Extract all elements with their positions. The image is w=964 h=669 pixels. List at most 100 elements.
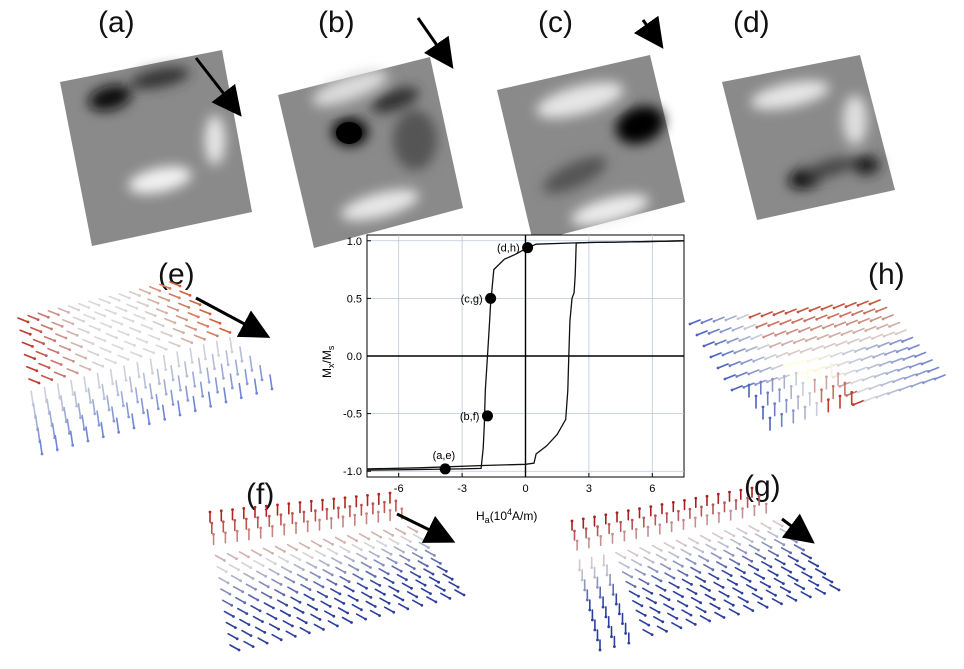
state-marker-3 bbox=[522, 242, 534, 254]
spin-arrow-head bbox=[605, 573, 609, 577]
spin-arrow-head bbox=[307, 631, 311, 635]
spin-arrow bbox=[745, 346, 758, 352]
spin-arrow-head bbox=[782, 374, 786, 378]
mfm-image-b bbox=[278, 57, 463, 248]
spin-arrow-head bbox=[97, 303, 101, 307]
spin-arrow bbox=[834, 321, 847, 328]
spin-arrow bbox=[733, 348, 746, 354]
spin-arrow-head bbox=[265, 641, 269, 645]
spin-arrow bbox=[241, 561, 252, 569]
spin-arrow-head bbox=[42, 342, 45, 345]
spin-arrow-head bbox=[352, 559, 355, 563]
spin-arrow-head bbox=[633, 585, 637, 588]
spin-arrow-head bbox=[726, 341, 730, 344]
spin-arrow bbox=[649, 606, 660, 614]
spin-arrow-head bbox=[675, 617, 679, 620]
spin-arrow-head bbox=[396, 542, 400, 545]
spin-arrow-head bbox=[870, 337, 874, 340]
spin-arrow-head bbox=[726, 594, 730, 598]
spin-arrow bbox=[81, 414, 85, 431]
spin-arrow bbox=[872, 352, 885, 359]
spin-arrow-head bbox=[165, 311, 168, 315]
spin-arrow-head bbox=[371, 502, 375, 506]
spin-arrow-head bbox=[71, 393, 75, 396]
spin-arrow-head bbox=[836, 364, 840, 367]
spin-arrow-head bbox=[781, 343, 784, 347]
spin-arrow bbox=[850, 378, 863, 385]
spin-arrow-head bbox=[809, 556, 812, 560]
spin-arrow bbox=[806, 356, 819, 363]
spin-arrow-head bbox=[823, 346, 827, 349]
spin-arrow-head bbox=[289, 570, 293, 574]
spin-arrow bbox=[83, 313, 95, 320]
spin-arrow bbox=[776, 351, 789, 358]
spin-arrow bbox=[199, 381, 204, 398]
spin-arrow bbox=[672, 590, 684, 598]
spin-arrow bbox=[787, 555, 799, 562]
spin-arrow bbox=[136, 300, 149, 307]
spin-arrow bbox=[815, 314, 828, 321]
spin-arrow bbox=[142, 372, 147, 389]
spin-arrow-head bbox=[731, 328, 735, 332]
spin-arrow-head bbox=[410, 586, 413, 590]
spin-arrow bbox=[780, 546, 792, 554]
spin-arrow-head bbox=[754, 383, 757, 386]
spin-arrow-head bbox=[376, 510, 380, 514]
spin-arrow-head bbox=[212, 533, 216, 536]
spin-arrow-head bbox=[902, 358, 906, 361]
spin-arrow-head bbox=[610, 635, 613, 639]
spin-arrow bbox=[250, 549, 262, 556]
spin-arrow-head bbox=[739, 488, 743, 492]
spin-arrow-head bbox=[713, 598, 716, 601]
spin-arrow bbox=[300, 583, 311, 591]
spin-arrow-head bbox=[787, 353, 791, 356]
spin-arrow-head bbox=[867, 367, 870, 370]
spin-arrow bbox=[230, 574, 242, 582]
y-tick-label-1: -0.5 bbox=[343, 409, 362, 421]
spin-arrow-head bbox=[59, 363, 63, 366]
spin-arrow bbox=[793, 582, 805, 590]
spin-arrow bbox=[399, 554, 410, 562]
spin-arrow-head bbox=[335, 552, 339, 556]
spin-arrow-head bbox=[47, 366, 51, 369]
spin-arrow-head bbox=[747, 372, 751, 376]
spin-arrow-head bbox=[815, 317, 819, 321]
spin-arrow-head bbox=[322, 628, 325, 631]
spin-arrow bbox=[260, 591, 272, 599]
spin-arrow-head bbox=[307, 546, 310, 550]
spin-arrow bbox=[187, 312, 200, 318]
spin-arrow-head bbox=[185, 374, 189, 378]
spin-arrow bbox=[841, 329, 853, 336]
spin-arrow-head bbox=[767, 324, 771, 327]
spin-arrow bbox=[368, 550, 380, 558]
spin-arrow bbox=[115, 380, 119, 396]
spin-arrow-head bbox=[86, 439, 90, 443]
spin-arrow bbox=[19, 329, 32, 336]
spin-arrow-head bbox=[683, 499, 686, 502]
spin-arrow-head bbox=[788, 532, 791, 536]
spin-arrow bbox=[37, 312, 50, 319]
spin-arrow bbox=[226, 552, 238, 560]
spin-arrow bbox=[271, 633, 283, 641]
spin-arrow-head bbox=[86, 331, 90, 334]
spin-arrow bbox=[25, 365, 38, 372]
state-label-1: (b,f) bbox=[460, 411, 480, 423]
spin-arrow-head bbox=[318, 518, 321, 522]
spin-arrow-head bbox=[581, 517, 585, 521]
spin-arrow bbox=[757, 344, 770, 350]
spin-arrow bbox=[742, 604, 754, 612]
spin-arrow bbox=[214, 377, 219, 393]
spin-arrow bbox=[140, 323, 153, 330]
spin-arrow-head bbox=[259, 526, 263, 530]
spin-arrow bbox=[122, 316, 134, 323]
spin-arrow-head bbox=[231, 386, 234, 390]
spin-arrow bbox=[753, 572, 765, 580]
spin-map-e bbox=[17, 281, 274, 456]
spin-arrow bbox=[51, 321, 64, 328]
spin-arrow-head bbox=[808, 595, 812, 599]
spin-arrow bbox=[738, 335, 751, 342]
spin-arrow-head bbox=[599, 535, 603, 538]
spin-arrow bbox=[290, 553, 301, 561]
spin-arrow bbox=[722, 350, 734, 356]
spin-arrow bbox=[394, 527, 406, 535]
